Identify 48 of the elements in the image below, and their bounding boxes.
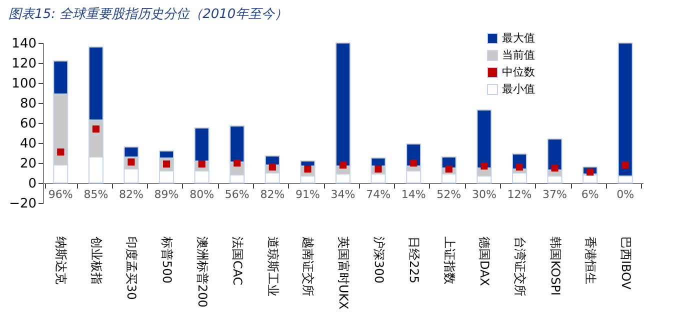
x-tick-label: 韩国KOSPI — [548, 236, 562, 296]
y-tick-label: 80 — [20, 96, 36, 112]
x-tick-label: 上证指数 — [442, 236, 456, 284]
annotation: 14% — [401, 188, 426, 201]
legend-label: 最小值 — [502, 82, 535, 96]
legend-label: 最大值 — [502, 32, 535, 44]
x-tick-label: 越南证交所 — [301, 236, 316, 296]
y-tick-label: 20 — [20, 156, 36, 172]
annotation: 82% — [260, 188, 285, 201]
x-tick-label: 台湾证交所 — [512, 236, 527, 296]
y-tick-label: 0 — [28, 176, 36, 192]
annotation: 52% — [436, 188, 462, 201]
x-tick-label: 沪深300 — [372, 236, 386, 284]
x-tick-label: 标普500 — [160, 236, 174, 284]
x-tick-label: 日经225 — [407, 236, 422, 284]
y-tick-label: 120 — [12, 56, 36, 72]
annotation: 82% — [119, 188, 144, 201]
y-tick-label: 140 — [12, 36, 36, 52]
annotation: 30% — [472, 188, 496, 201]
x-tick-label: 印度孟买30 — [124, 236, 139, 300]
annotation: 0% — [616, 188, 634, 201]
y-tick-label: 100 — [12, 76, 36, 92]
x-tick-label: 法国CAC — [230, 236, 245, 286]
annotation: 85% — [84, 188, 108, 201]
annotation: 6% — [581, 188, 599, 201]
chart-title: 图表15: 全球重要股指历史分位（2010年至今） — [8, 7, 288, 22]
annotation: 80% — [190, 188, 214, 201]
x-tick-label: 英国富时UKX — [336, 236, 350, 310]
y-tick-label: 40 — [20, 136, 36, 152]
x-tick-label: 香港恒生 — [584, 236, 598, 284]
annotation: 37% — [542, 188, 567, 201]
annotation: 56% — [224, 188, 250, 201]
y-tick-label: 60 — [20, 116, 36, 132]
annotation: 96% — [48, 188, 73, 201]
legend-label: 当前值 — [502, 48, 535, 62]
annotation: 89% — [154, 188, 179, 201]
annotation: 12% — [507, 188, 532, 201]
x-tick-label: 澳洲标普200 — [195, 236, 210, 308]
annotation: 74% — [366, 188, 391, 201]
annotation: 34% — [330, 188, 356, 201]
x-tick-label: 创业板指 — [89, 236, 104, 284]
y-tick-label: −20 — [9, 196, 36, 212]
x-tick-label: 道琼斯工业 — [266, 236, 280, 296]
x-tick-label: 德国DAX — [478, 236, 492, 286]
x-tick-label: 纳斯达克 — [54, 236, 68, 284]
legend-label: 中位数 — [502, 66, 535, 78]
annotation: 91% — [295, 188, 320, 201]
x-tick-label: 巴西IBOV — [618, 236, 633, 290]
